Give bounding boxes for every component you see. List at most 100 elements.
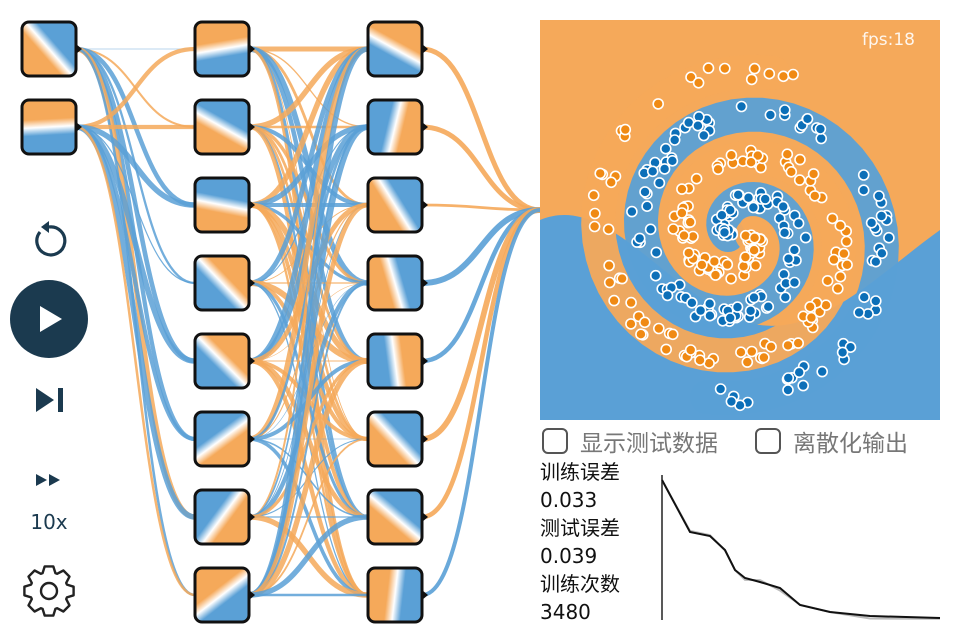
data-point [807, 168, 820, 180]
data-point [785, 166, 798, 178]
settings-button[interactable] [20, 562, 78, 620]
neuron-h2-3[interactable] [366, 176, 428, 234]
neuron-h1-4[interactable] [193, 254, 255, 312]
neuron-h1-8[interactable] [193, 566, 255, 624]
neuron-x1[interactable] [20, 20, 82, 78]
neuron-h1-3[interactable] [193, 176, 255, 234]
data-point [782, 372, 795, 384]
play-button[interactable] [10, 280, 88, 358]
weight-link[interactable] [248, 438, 369, 596]
neuron-h2-2[interactable] [366, 98, 428, 156]
neuron-h2-6[interactable] [366, 410, 428, 468]
data-point [658, 163, 671, 175]
data-point [792, 217, 805, 230]
neuron-x2[interactable] [20, 98, 82, 156]
neuron-h1-5[interactable] [193, 332, 255, 390]
neuron-h2-7[interactable] [366, 488, 428, 546]
data-point [704, 309, 716, 322]
data-point [731, 301, 744, 313]
data-point [777, 70, 790, 83]
weight-link[interactable] [421, 207, 541, 364]
data-point [820, 299, 832, 312]
data-point [646, 165, 659, 178]
neuron-h2-8[interactable] [366, 566, 428, 624]
data-point [660, 343, 672, 356]
weight-link[interactable] [75, 124, 196, 520]
data-point [608, 294, 620, 307]
discretize-output-checkbox[interactable]: 离散化输出 [755, 426, 908, 457]
data-point [690, 172, 703, 185]
data-point [869, 255, 882, 268]
neuron-h2-5[interactable] [366, 332, 428, 390]
data-point [748, 244, 760, 256]
weight-link[interactable] [75, 46, 196, 130]
weight-link[interactable] [248, 514, 369, 598]
data-point [763, 67, 776, 80]
step-button[interactable] [32, 383, 68, 417]
fast-forward-button[interactable] [32, 468, 68, 492]
data-point [588, 220, 601, 233]
weight-link[interactable] [421, 207, 541, 520]
weight-link[interactable] [75, 124, 196, 208]
data-point [745, 73, 758, 86]
data-point [725, 272, 737, 285]
data-point [748, 62, 761, 75]
data-point [616, 272, 628, 285]
data-point [626, 205, 638, 218]
weight-link[interactable] [248, 46, 369, 442]
data-point [857, 184, 870, 196]
data-point [725, 149, 738, 161]
weight-link[interactable] [248, 202, 369, 598]
data-point [649, 269, 662, 282]
data-point [805, 311, 818, 324]
neuron-h1-1[interactable] [193, 20, 255, 78]
neuron-h2-1[interactable] [366, 20, 428, 78]
checkbox-box[interactable] [542, 428, 568, 454]
data-point [844, 341, 857, 354]
data-point [594, 167, 607, 180]
data-point [814, 123, 827, 135]
checkbox-box[interactable] [755, 428, 781, 454]
data-point [721, 258, 734, 271]
data-point [853, 306, 865, 319]
data-point [781, 148, 794, 160]
neuron-h2-4[interactable] [366, 254, 428, 312]
neuron-h1-6[interactable] [193, 410, 255, 468]
weight-link[interactable] [75, 124, 196, 442]
data-point [667, 223, 680, 235]
data-point [765, 340, 777, 353]
data-point [641, 200, 653, 212]
data-point [826, 212, 839, 225]
data-point [744, 304, 757, 317]
data-point [737, 260, 750, 273]
data-point [875, 210, 888, 222]
data-point [732, 189, 744, 201]
data-point [605, 176, 617, 189]
test-loss-label: 测试误差 [540, 516, 620, 540]
weight-link[interactable] [421, 207, 541, 286]
neuron-h1-7[interactable] [193, 488, 255, 546]
data-point [692, 119, 704, 132]
weight-link[interactable] [421, 124, 541, 213]
data-point [840, 235, 853, 248]
data-point [686, 296, 698, 309]
show-test-data-label: 显示测试数据 [580, 431, 718, 457]
data-point [836, 346, 849, 359]
weight-link[interactable] [75, 125, 196, 597]
data-point [676, 207, 688, 219]
neuron-h1-2[interactable] [193, 98, 255, 156]
data-point [794, 153, 806, 166]
data-point [828, 253, 840, 266]
data-point [653, 322, 665, 335]
step-icon [36, 388, 63, 412]
data-point [778, 227, 791, 239]
show-test-data-checkbox[interactable]: 显示测试数据 [542, 426, 718, 457]
weight-link[interactable] [421, 46, 541, 213]
reset-button[interactable] [28, 220, 70, 262]
data-point [698, 129, 710, 142]
weight-link[interactable] [421, 208, 541, 597]
data-point [709, 269, 722, 281]
train-loss-line [661, 479, 941, 619]
data-point [746, 345, 758, 358]
weight-link[interactable] [248, 358, 369, 598]
